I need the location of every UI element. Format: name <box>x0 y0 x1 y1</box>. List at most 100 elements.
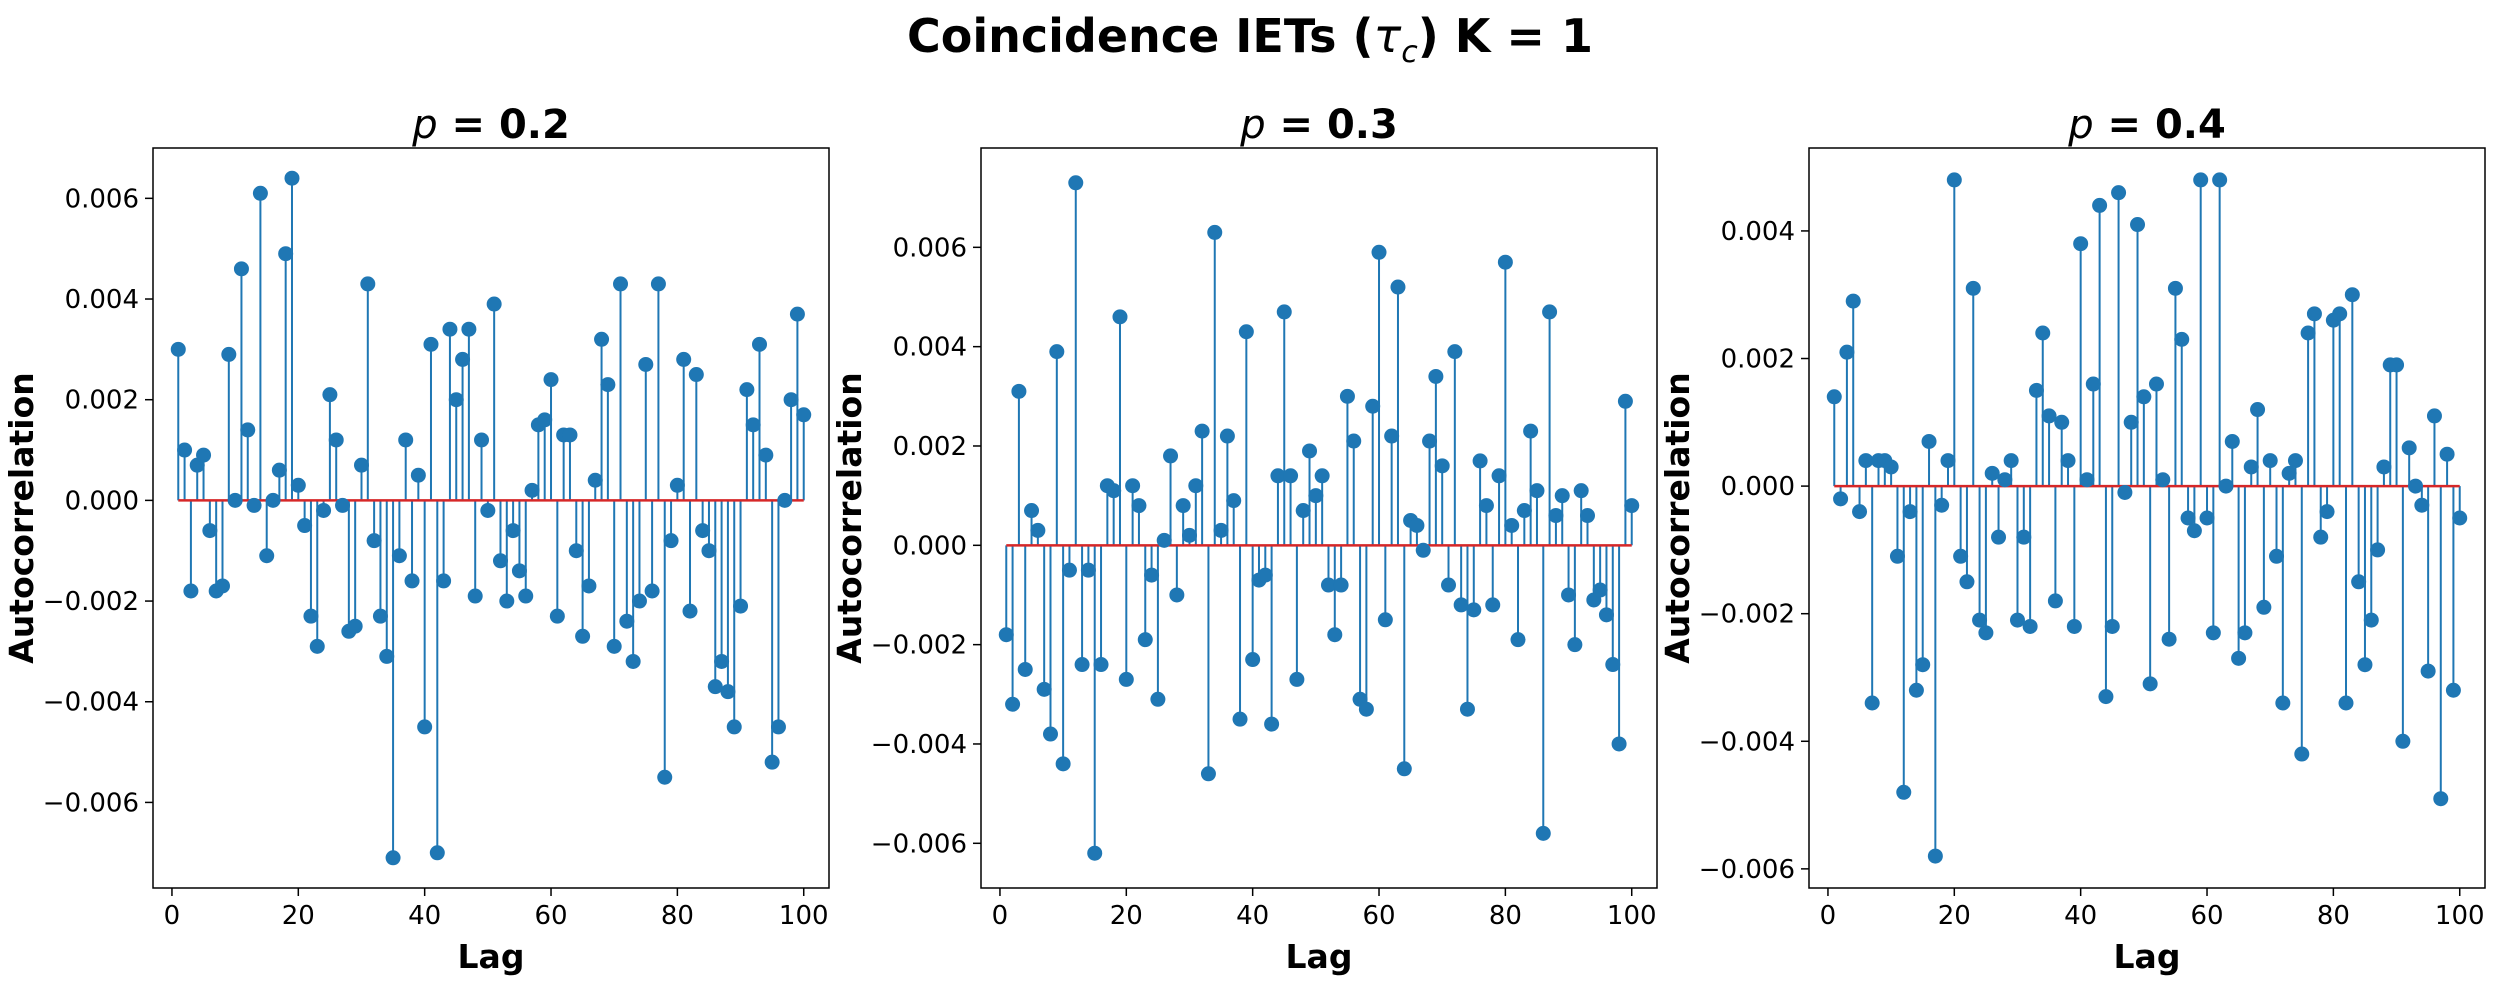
stem-marker <box>436 573 452 589</box>
stem-marker <box>2016 529 2032 545</box>
x-tick-label: 80 <box>1489 901 1522 931</box>
stem-marker <box>1036 681 1052 697</box>
stem-marker <box>2414 497 2430 513</box>
stem-marker <box>1864 695 1880 711</box>
y-tick-label: −0.006 <box>871 829 967 859</box>
stem-marker <box>1276 304 1292 320</box>
stem-marker <box>271 462 287 478</box>
stem-marker <box>1997 472 2013 488</box>
stem-marker <box>2028 382 2044 398</box>
stem-marker <box>240 422 256 438</box>
stem-marker <box>214 578 230 594</box>
stem-marker <box>480 502 496 518</box>
x-axis-label: Lag <box>2114 937 2181 976</box>
stem-marker <box>347 618 363 634</box>
stem-marker <box>783 392 799 408</box>
stem-marker <box>2344 287 2360 303</box>
stem-marker <box>568 543 584 559</box>
y-tick-label: 0.002 <box>893 432 967 462</box>
stem-marker <box>2079 472 2095 488</box>
stem-marker <box>1611 736 1627 752</box>
x-axis-label: Lag <box>458 937 525 976</box>
stem-marker <box>1365 398 1381 414</box>
stem-marker <box>474 432 490 448</box>
stem-marker <box>1144 567 1160 583</box>
stem-marker <box>2041 408 2057 424</box>
y-axis-label: Autocorrelation <box>2 372 41 663</box>
stem-marker <box>278 246 294 262</box>
panel-title: p = 0.4 <box>2067 102 2226 148</box>
stem-marker <box>410 467 426 483</box>
stem-marker <box>2104 618 2120 634</box>
stem-marker <box>638 356 654 372</box>
y-tick-label: 0.000 <box>893 531 967 561</box>
stem-marker <box>1226 493 1242 509</box>
stem-marker <box>2047 593 2063 609</box>
stem-marker <box>1542 304 1558 320</box>
stem-marker <box>1245 652 1261 668</box>
stem-marker <box>1953 548 1969 564</box>
stem-marker <box>486 296 502 312</box>
stem-marker <box>695 523 711 539</box>
stem-marker <box>606 638 622 654</box>
stem-marker <box>2224 433 2240 449</box>
stem-marker <box>303 608 319 624</box>
stem-marker <box>1826 389 1842 405</box>
stem-marker <box>1194 423 1210 439</box>
stem-marker <box>1169 587 1185 603</box>
stem-marker <box>1384 428 1400 444</box>
stem-marker <box>2370 542 2386 558</box>
stem-marker <box>581 578 597 594</box>
y-axis-label: Autocorrelation <box>830 372 869 663</box>
stem-marker <box>1934 497 1950 513</box>
x-tick-label: 100 <box>1607 901 1657 931</box>
stem-marker <box>2439 446 2455 462</box>
x-tick-label: 20 <box>1938 901 1971 931</box>
stem-marker <box>1889 548 1905 564</box>
stem-marker <box>1965 280 1981 296</box>
stem-marker <box>1371 244 1387 260</box>
stem-marker <box>499 593 515 609</box>
stem-marker <box>663 533 679 549</box>
stem-marker <box>2111 185 2127 201</box>
stem-marker <box>353 457 369 473</box>
stem-marker <box>1219 428 1235 444</box>
stem-marker <box>505 523 521 539</box>
stem-marker <box>233 261 249 277</box>
y-tick-label: 0.004 <box>65 285 139 315</box>
stem-marker <box>404 573 420 589</box>
stem-marker <box>600 377 616 393</box>
stem-marker <box>1415 542 1431 558</box>
stem-marker <box>1617 393 1633 409</box>
stem-marker <box>2256 599 2272 615</box>
stem-marker <box>2022 618 2038 634</box>
stem-marker <box>1024 503 1040 519</box>
stem-marker <box>1030 522 1046 538</box>
stem-marker <box>2281 465 2297 481</box>
stem-marker <box>1270 468 1286 484</box>
stem-marker <box>1302 443 1318 459</box>
stem-marker <box>1333 577 1349 593</box>
x-tick-label: 20 <box>282 901 315 931</box>
stem-marker <box>429 845 445 861</box>
stem-marker <box>1422 433 1438 449</box>
y-tick-label: −0.002 <box>871 631 967 661</box>
y-tick-label: −0.004 <box>871 730 967 760</box>
stem-marker <box>170 341 186 357</box>
stem-marker <box>290 477 306 493</box>
y-tick-label: −0.006 <box>1699 855 1795 885</box>
stem-marker <box>1238 324 1254 340</box>
figure-title-sub: c <box>1401 35 1418 70</box>
stem-marker <box>549 608 565 624</box>
stem-marker <box>2212 172 2228 188</box>
chart-panel-3: p = 0.4 0 20 40 60 80 100 −0.006 −0.004 −0.002 0.0… <box>1658 102 2486 976</box>
plot-frame <box>152 147 830 889</box>
y-tick-label: 0.004 <box>1721 217 1795 247</box>
stem-marker <box>1055 756 1071 772</box>
stem-marker <box>442 321 458 337</box>
stem-marker <box>688 367 704 383</box>
figure-title: Coincidence IETs (τc) K = 1 <box>907 9 1593 70</box>
stem-marker <box>1112 309 1128 325</box>
stem-marker <box>1200 766 1216 782</box>
stem-marker <box>316 502 332 518</box>
